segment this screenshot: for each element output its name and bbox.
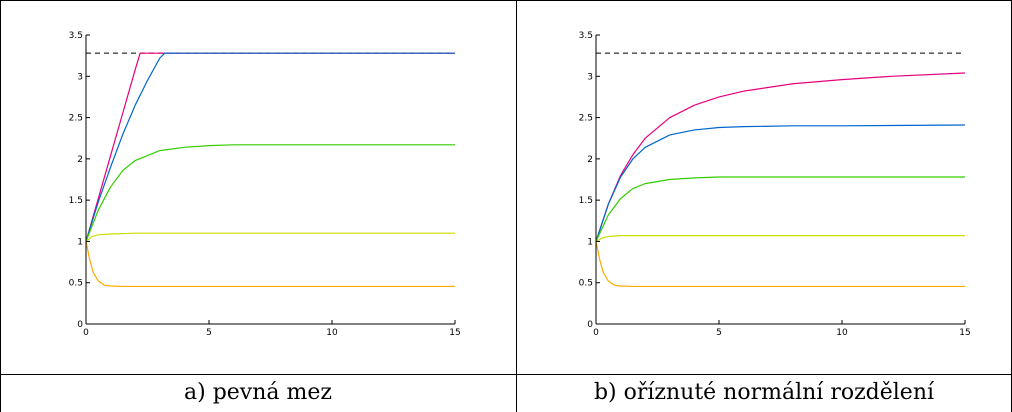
chart-a-y-tick-label: 0 <box>77 320 83 330</box>
chart-a-y-tick-label: 2.5 <box>69 114 83 124</box>
chart-b-series-line-3 <box>595 235 965 242</box>
chart-b-y-tick-label: 3.5 <box>579 31 593 41</box>
chart-a-series-line-4 <box>85 241 455 288</box>
rule-left <box>0 0 1 412</box>
chart-b-y-tick-label: 2 <box>587 155 593 165</box>
chart-a-y-tick-label: 1.5 <box>69 196 83 206</box>
chart-a-series-line-3 <box>85 232 455 242</box>
rule-top <box>0 0 1012 1</box>
chart-a-x-tick-label: 15 <box>449 328 460 338</box>
chart-a-svg: 0 0.5 1 1.5 2 2.5 3 3.5 0 5 10 15 <box>69 31 461 338</box>
chart-b-y-tick-label: 2.5 <box>579 114 593 124</box>
chart-a-y-tick-label: 0.5 <box>69 279 83 289</box>
chart-b-y-tick-label: 1 <box>587 237 593 247</box>
chart-b-y-tick-label: 0.5 <box>579 279 593 289</box>
chart-b-series-line-2 <box>595 176 965 242</box>
chart-b-x-tick-label: 15 <box>959 328 970 338</box>
chart-b-svg: 0 0.5 1 1.5 2 2.5 3 3.5 0 5 10 15 <box>579 31 971 338</box>
rule-middle <box>516 0 517 412</box>
rule-caption-separator <box>0 374 1012 375</box>
chart-b-x-tick-label: 5 <box>716 328 722 338</box>
chart-a-x-tick-label: 10 <box>326 328 338 338</box>
caption-a: a) pevná mez <box>184 380 332 405</box>
chart-a-series-line-2 <box>85 144 455 242</box>
chart-b: 0 0.5 1 1.5 2 2.5 3 3.5 0 5 10 15 <box>516 1 1012 374</box>
chart-a-series-line-1 <box>85 52 455 242</box>
chart-b-series-line-1 <box>595 124 966 242</box>
chart-a: 0 0.5 1 1.5 2 2.5 3 3.5 0 5 10 15 <box>6 1 512 374</box>
chart-b-y-tick-label: 1.5 <box>579 196 593 206</box>
chart-a-y-tick-label: 2 <box>77 155 83 165</box>
chart-a-x-tick-label: 5 <box>206 328 212 338</box>
chart-a-series-line-0 <box>85 52 455 242</box>
chart-b-x-tick-label: 0 <box>593 328 599 338</box>
chart-b-y-tick-label: 0 <box>587 320 593 330</box>
chart-b-x-tick-label: 10 <box>836 328 848 338</box>
chart-b-series-line-0 <box>595 72 966 242</box>
chart-b-y-tick-label: 3 <box>587 72 593 82</box>
chart-a-y-tick-label: 3.5 <box>69 31 83 41</box>
chart-b-series-line-4 <box>595 241 965 288</box>
caption-b: b) oříznuté normální rozdělení <box>593 380 935 405</box>
chart-a-x-tick-label: 0 <box>83 328 89 338</box>
chart-a-y-tick-label: 3 <box>77 72 83 82</box>
chart-a-y-tick-label: 1 <box>77 237 83 247</box>
